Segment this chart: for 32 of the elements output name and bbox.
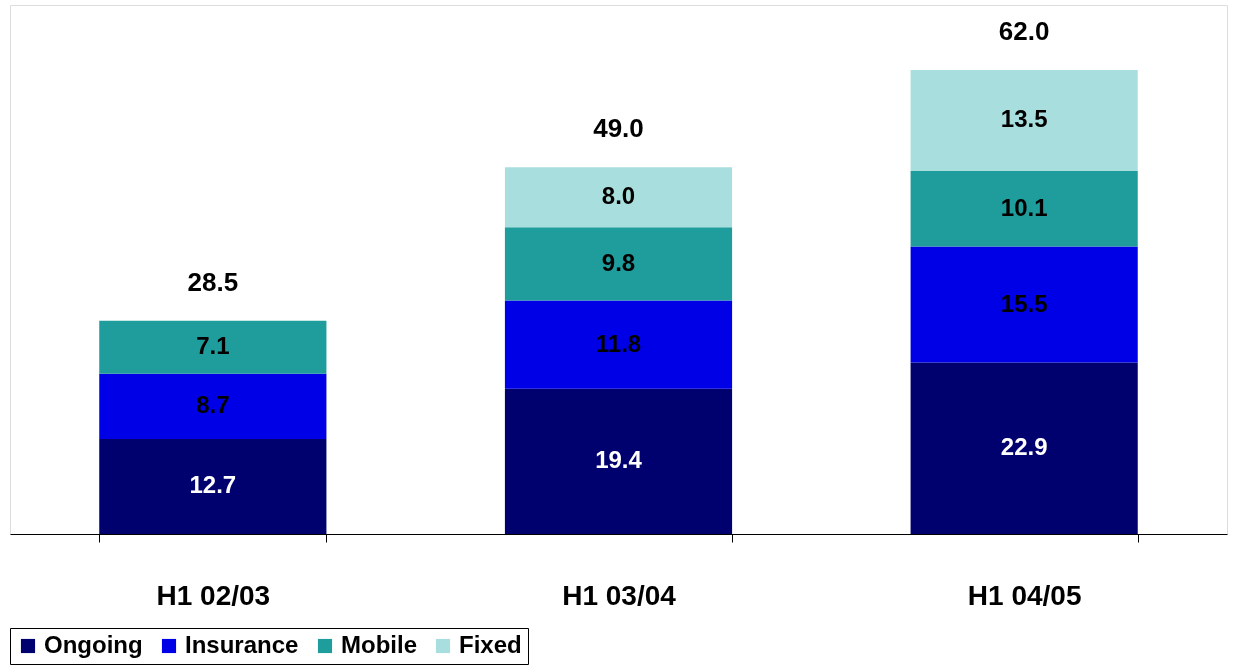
data-label: 15.5 <box>1000 289 1048 317</box>
bar <box>504 167 733 228</box>
data-label: 10.1 <box>1000 193 1048 221</box>
data-label: 19.4 <box>595 446 643 474</box>
bar <box>504 300 733 389</box>
bar <box>910 171 1138 247</box>
data-label: 7.1 <box>196 332 230 360</box>
legend-label: Fixed <box>459 631 522 658</box>
data-label: 13.5 <box>1000 105 1048 133</box>
total-label: 28.5 <box>187 266 239 297</box>
data-label: 8.7 <box>196 391 230 419</box>
bar <box>910 69 1138 171</box>
total-label: 49.0 <box>593 113 644 144</box>
bar <box>99 320 327 374</box>
data-label: 12.7 <box>189 471 237 499</box>
x-tick-label: H1 02/03 <box>156 579 271 611</box>
bar <box>504 227 733 301</box>
data-label: 9.8 <box>601 248 636 276</box>
data-label: 22.9 <box>1000 433 1048 461</box>
x-tick-label: H1 03/04 <box>562 579 677 611</box>
bar <box>910 362 1138 534</box>
legend-label: Mobile <box>341 631 417 658</box>
data-label: 8.0 <box>601 182 636 210</box>
bar <box>910 246 1138 363</box>
bar <box>504 388 733 534</box>
total-label: 62.0 <box>998 15 1050 46</box>
legend-label: Insurance <box>185 631 299 658</box>
bar <box>99 373 327 439</box>
x-tick-label: H1 04/05 <box>967 579 1082 611</box>
bar <box>99 438 327 534</box>
data-label: 11.8 <box>595 329 642 357</box>
legend-label: Ongoing <box>44 631 143 658</box>
